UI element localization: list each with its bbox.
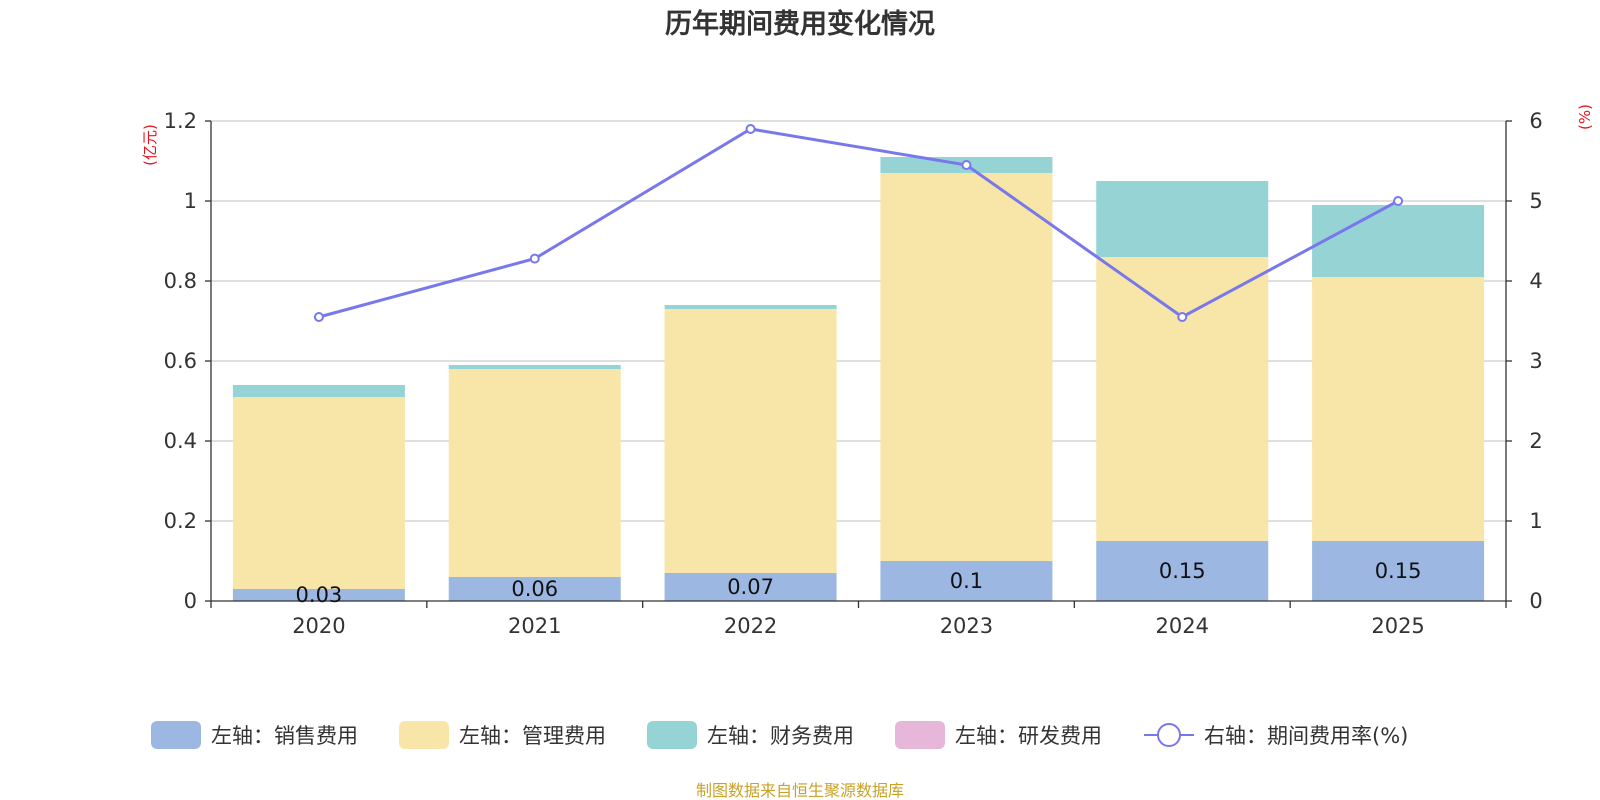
right-axis-unit: (%) bbox=[1576, 104, 1594, 130]
x-axis-tick-label: 2024 bbox=[1156, 614, 1209, 638]
data-label-sales-2022: 0.07 bbox=[727, 575, 774, 599]
source-note: 制图数据来自恒生聚源数据库 bbox=[696, 781, 904, 800]
legend-marker-rate bbox=[1157, 723, 1181, 747]
rate-point-2025 bbox=[1393, 196, 1404, 206]
data-labels: 0.03 0.06 0.07 0.1 0.15 0.15 bbox=[296, 559, 1422, 607]
bar-sales-2021 bbox=[448, 577, 621, 601]
axes: 0 0.2 0.4 0.6 0.8 1 1.2 0 1 2 3 4 5 6 2020 2021 2022 2023… bbox=[164, 109, 1543, 638]
legend-swatch-rd bbox=[895, 721, 945, 749]
chart-title: 历年期间费用变化情况 bbox=[665, 8, 935, 40]
left-axis-tick-label: 0.4 bbox=[164, 429, 197, 453]
bar-sales-2025 bbox=[1312, 541, 1485, 601]
right-axis-tick-label: 6 bbox=[1529, 109, 1542, 133]
bar-sales-2024 bbox=[1096, 541, 1269, 601]
data-label-sales-2024: 0.15 bbox=[1159, 559, 1206, 583]
bars bbox=[232, 157, 1485, 601]
x-axis-tick-label: 2022 bbox=[724, 614, 777, 638]
bar-finance-2025 bbox=[1312, 205, 1485, 277]
rate-line bbox=[318, 127, 1399, 319]
bar-sales-2022 bbox=[664, 573, 837, 601]
legend-swatch-sales bbox=[151, 721, 201, 749]
left-axis-tick-label: 1.2 bbox=[164, 109, 197, 133]
x-axis-tick-label: 2020 bbox=[292, 614, 345, 638]
legend-swatch-admin bbox=[399, 721, 449, 749]
rate-point-2023 bbox=[961, 160, 972, 170]
x-axis-tick-label: 2023 bbox=[940, 614, 993, 638]
legend-label-sales: 左轴：销售费用 bbox=[211, 724, 358, 748]
bar-admin-2024 bbox=[1096, 257, 1269, 541]
data-label-sales-2020: 0.03 bbox=[296, 583, 343, 607]
rate-point-2024 bbox=[1177, 312, 1188, 322]
left-axis-tick-label: 1 bbox=[184, 189, 197, 213]
right-axis-tick-label: 0 bbox=[1529, 589, 1542, 613]
bar-admin-2021 bbox=[448, 369, 621, 577]
legend-label-rd: 左轴：研发费用 bbox=[955, 724, 1102, 748]
bar-finance-2021 bbox=[448, 365, 621, 369]
data-label-sales-2021: 0.06 bbox=[511, 577, 558, 601]
bar-admin-2023 bbox=[880, 173, 1053, 561]
legend-label-admin: 左轴：管理费用 bbox=[459, 724, 606, 748]
rate-point-2021 bbox=[529, 253, 540, 264]
bar-finance-2020 bbox=[232, 385, 405, 397]
x-axis-tick-label: 2025 bbox=[1371, 614, 1424, 638]
left-axis-tick-label: 0.8 bbox=[164, 269, 197, 293]
legend-label-finance: 左轴：财务费用 bbox=[707, 724, 854, 748]
data-label-sales-2023: 0.1 bbox=[950, 569, 983, 593]
left-axis-tick-label: 0 bbox=[184, 589, 197, 613]
grid-lines bbox=[211, 120, 1506, 522]
bar-admin-2020 bbox=[232, 397, 405, 589]
left-axis-tick-label: 0.2 bbox=[164, 509, 197, 533]
right-axis-tick-label: 1 bbox=[1529, 509, 1542, 533]
left-axis-tick-label: 0.6 bbox=[164, 349, 197, 373]
legend-swatch-finance bbox=[647, 721, 697, 749]
data-label-sales-2025: 0.15 bbox=[1375, 559, 1422, 583]
rate-line-layer bbox=[313, 124, 1404, 322]
bar-sales-2023 bbox=[880, 561, 1053, 601]
right-axis-tick-label: 3 bbox=[1529, 349, 1542, 373]
left-axis-unit: (亿元) bbox=[141, 124, 159, 166]
bar-finance-2022 bbox=[664, 305, 837, 309]
right-axis-tick-label: 5 bbox=[1529, 189, 1542, 213]
bar-finance-2024 bbox=[1096, 181, 1269, 257]
bar-sales-2020 bbox=[232, 589, 405, 601]
legend-label-rate: 右轴：期间费用率(%) bbox=[1204, 724, 1408, 748]
rate-point-2022 bbox=[745, 124, 756, 134]
bar-admin-2025 bbox=[1312, 277, 1485, 541]
x-axis-tick-label: 2021 bbox=[508, 614, 561, 638]
rate-point-2020 bbox=[313, 312, 324, 322]
right-axis-tick-label: 4 bbox=[1529, 269, 1542, 293]
legend: 左轴：销售费用 左轴：管理费用 左轴：财务费用 左轴：研发费用 右轴：期间费用率(%) bbox=[151, 721, 1408, 749]
right-axis-tick-label: 2 bbox=[1529, 429, 1542, 453]
bar-admin-2022 bbox=[664, 309, 837, 573]
